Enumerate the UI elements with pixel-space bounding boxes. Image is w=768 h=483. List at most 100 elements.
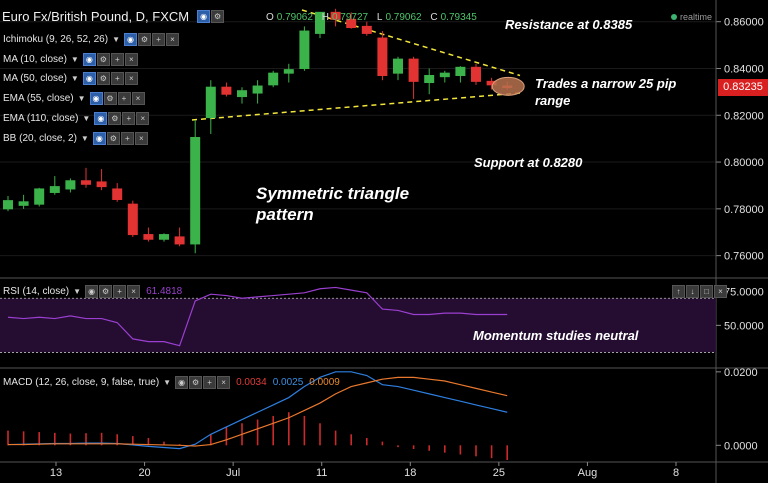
eye-icon[interactable]: ◉: [123, 32, 137, 46]
ohlc-open-key: O: [266, 12, 274, 23]
settings-icon[interactable]: ⚙: [103, 91, 117, 105]
resistance-trendline: [301, 9, 521, 77]
price-axis: 0.86000 0.84000 0.82000 0.80000 0.78000 0.760…: [716, 17, 764, 263]
close-icon[interactable]: ×: [124, 52, 138, 66]
add-icon[interactable]: +: [203, 375, 217, 389]
add-icon[interactable]: +: [113, 284, 127, 298]
macd-histogram-bar: [381, 441, 384, 446]
macd-label: MACD (12, 26, close, 9, false, true): [3, 376, 160, 388]
indicator-controls: ◉ ⚙ + ×: [92, 131, 148, 145]
momentum-annotation: Momentum studies neutral: [473, 328, 639, 343]
indicator-row-ema110[interactable]: EMA (110, close) ▼ ◉ ⚙ + ×: [3, 110, 150, 126]
indicator-row-ma10[interactable]: MA (10, close) ▼ ◉ ⚙ + ×: [3, 51, 138, 67]
add-icon[interactable]: +: [122, 111, 136, 125]
settings-icon[interactable]: ⚙: [99, 284, 113, 298]
eye-icon[interactable]: ◉: [197, 10, 211, 23]
macd-histogram-bar: [490, 445, 493, 459]
settings-icon[interactable]: ⚙: [96, 52, 110, 66]
close-icon[interactable]: ×: [136, 111, 150, 125]
chevron-down-icon[interactable]: ▼: [73, 286, 82, 296]
add-icon[interactable]: +: [110, 71, 124, 85]
time-tick-label: Jul: [226, 467, 240, 479]
candle-body: [112, 188, 123, 200]
eye-icon[interactable]: ◉: [94, 111, 108, 125]
chevron-down-icon[interactable]: ▼: [112, 34, 120, 44]
add-icon[interactable]: +: [120, 131, 134, 145]
candle-body: [49, 186, 60, 193]
indicator-row-ichimoku[interactable]: Ichimoku (9, 26, 52, 26) ▼ ◉ ⚙ + ×: [3, 31, 179, 47]
candle-body: [346, 18, 357, 29]
candle-body: [127, 203, 138, 236]
range-annotation-line1: Trades a narrow 25 pip: [535, 76, 677, 91]
pattern-annotation-line1: Symmetric triangle: [256, 184, 410, 203]
macd-tick-label: 0.0000: [724, 440, 758, 452]
candlestick-series: [3, 8, 513, 254]
rsi-header[interactable]: RSI (14, close) ▼ ◉ ⚙ + × 61.4818: [3, 283, 182, 299]
price-tick-label: 0.86000: [724, 17, 764, 29]
add-icon[interactable]: +: [151, 32, 165, 46]
eye-icon[interactable]: ◉: [82, 71, 96, 85]
maximize-icon[interactable]: □: [700, 285, 713, 298]
time-tick-label: 8: [673, 467, 679, 479]
support-trendline: [191, 92, 521, 121]
add-icon[interactable]: +: [117, 91, 131, 105]
settings-icon[interactable]: ⚙: [137, 32, 151, 46]
macd-histogram-bar: [288, 412, 290, 446]
eye-icon[interactable]: ◉: [92, 131, 106, 145]
candle-body: [81, 180, 91, 185]
indicator-row-ema55[interactable]: EMA (55, close) ▼ ◉ ⚙ + ×: [3, 90, 145, 106]
chevron-down-icon[interactable]: ▼: [70, 73, 79, 83]
macd-histogram-bar: [397, 445, 399, 448]
macd-histogram-bar: [225, 426, 228, 446]
close-icon[interactable]: ×: [134, 131, 148, 145]
realtime-dot-icon: [670, 14, 677, 20]
move-down-icon[interactable]: ↓: [686, 285, 699, 298]
indicator-row-bb[interactable]: BB (20, close, 2) ▼ ◉ ⚙ + ×: [3, 130, 148, 146]
chevron-down-icon[interactable]: ▼: [163, 377, 172, 387]
chevron-down-icon[interactable]: ▼: [80, 133, 89, 143]
time-tick-label: Aug: [578, 467, 598, 479]
macd-histogram-bar: [334, 430, 337, 446]
macd-histogram-bar: [319, 423, 321, 446]
macd-histogram-bar: [85, 433, 87, 446]
settings-icon[interactable]: ⚙: [108, 111, 122, 125]
eye-icon[interactable]: ◉: [175, 375, 189, 389]
macd-histogram-bar: [412, 445, 415, 449]
macd-header[interactable]: MACD (12, 26, close, 9, false, true) ▼ ◉ ⚙…: [3, 374, 340, 390]
chevron-down-icon[interactable]: ▼: [70, 54, 79, 64]
chevron-down-icon[interactable]: ▼: [82, 113, 91, 123]
settings-icon[interactable]: ⚙: [189, 375, 203, 389]
ohlc-low-value: 0.79062: [385, 12, 422, 23]
eye-icon[interactable]: ◉: [82, 52, 96, 66]
add-icon[interactable]: +: [110, 52, 124, 66]
chevron-down-icon[interactable]: ▼: [77, 93, 86, 103]
close-icon[interactable]: ×: [217, 375, 231, 389]
macd-histogram-bar: [147, 437, 150, 446]
time-axis: 13 20 Jul 11 18 25 Aug 8: [50, 462, 679, 479]
eye-icon[interactable]: ◉: [89, 91, 103, 105]
time-tick-label: 11: [316, 467, 327, 479]
close-icon[interactable]: ×: [714, 285, 727, 298]
close-icon[interactable]: ×: [127, 284, 141, 298]
settings-icon[interactable]: ⚙: [211, 10, 225, 23]
pattern-annotation-line2: pattern: [256, 205, 314, 224]
rsi-tick-label: 50.0000: [724, 320, 764, 332]
ohlc-open-value: 0.79062: [276, 12, 313, 23]
price-tick-label: 0.76000: [724, 251, 764, 263]
indicator-row-ma50[interactable]: MA (50, close) ▼ ◉ ⚙ + ×: [3, 70, 138, 86]
settings-icon[interactable]: ⚙: [106, 131, 120, 145]
eye-icon[interactable]: ◉: [85, 284, 99, 298]
indicator-label: EMA (55, close): [3, 92, 74, 104]
move-up-icon[interactable]: ↑: [672, 285, 685, 298]
close-icon[interactable]: ×: [131, 91, 145, 105]
symbol-title[interactable]: Euro Fx/British Pound, D, FXCM ◉ ⚙: [2, 9, 225, 24]
macd-histogram-bar: [22, 431, 25, 446]
settings-icon[interactable]: ⚙: [96, 71, 110, 85]
candle-body: [237, 90, 247, 98]
close-icon[interactable]: ×: [165, 32, 179, 46]
close-icon[interactable]: ×: [124, 71, 138, 85]
ohlc-close-value: 0.79345: [440, 12, 477, 23]
candle-body: [439, 72, 450, 78]
candle-body: [159, 234, 169, 240]
candle-body: [190, 136, 201, 245]
